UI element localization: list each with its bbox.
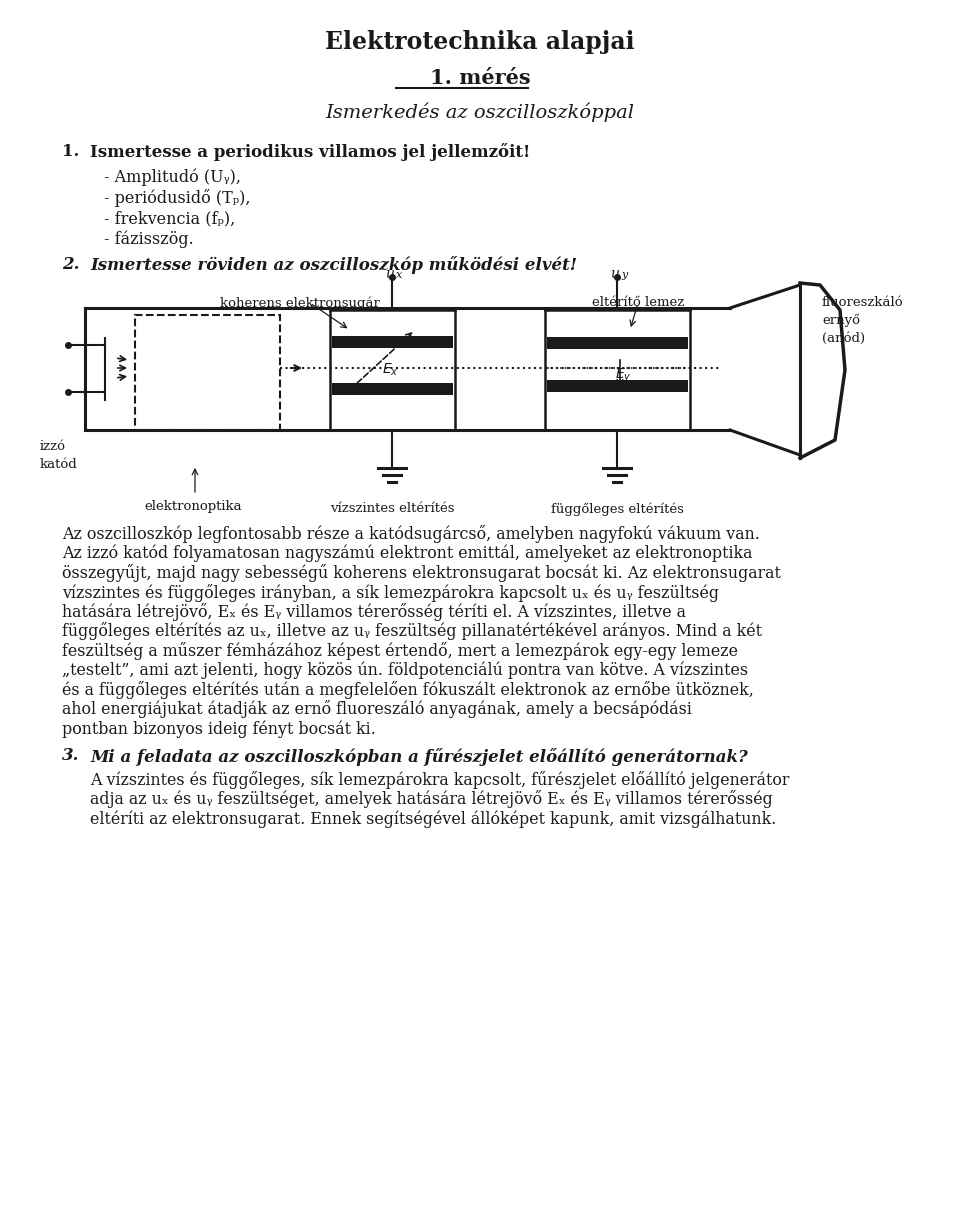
Text: és a függőleges eltérítés után a megfelelően fókuszált elektronok az ernőbe ütkö: és a függőleges eltérítés után a megfele…: [62, 681, 754, 699]
Text: függőleges eltérítés az uₓ, illetve az uᵧ feszültség pillanatértékével arányos. : függőleges eltérítés az uₓ, illetve az u…: [62, 623, 762, 640]
Text: eltéríti az elektronsugarat. Ennek segítségével állóképet kapunk, amit vizsgálha: eltéríti az elektronsugarat. Ennek segít…: [90, 810, 777, 828]
Text: Mi a feladata az oszcilloszkópban a fűrészjelet előállító generátornak?: Mi a feladata az oszcilloszkópban a fűré…: [90, 748, 748, 766]
Text: izzó: izzó: [40, 440, 66, 453]
Text: feszültség a műszer fémházához képest értendő, mert a lemezpárok egy-egy lemeze: feszültség a műszer fémházához képest ér…: [62, 642, 738, 661]
Text: (anód): (anód): [822, 332, 865, 345]
Text: Elektrotechnika alapjai: Elektrotechnika alapjai: [325, 30, 635, 55]
Text: hatására létrejövő, Eₓ és Eᵧ villamos térerősség téríti el. A vízszintes, illetv: hatására létrejövő, Eₓ és Eᵧ villamos té…: [62, 604, 686, 621]
Text: elektronoptika: elektronoptika: [144, 501, 242, 513]
Text: eltérítő lemez: eltérítő lemez: [592, 296, 684, 309]
Text: Ismertesse röviden az oszcilloszkóp működési elvét!: Ismertesse röviden az oszcilloszkóp műkö…: [90, 256, 577, 274]
Text: ernyő: ernyő: [822, 314, 860, 327]
Text: - frekvencia (fₚ),: - frekvencia (fₚ),: [104, 210, 235, 227]
Bar: [135, 315, 280, 430]
Text: függőleges eltérítés: függőleges eltérítés: [551, 502, 684, 515]
Bar: [332, 336, 453, 348]
Text: adja az uₓ és uᵧ feszültséget, amelyek hatására létrejövő Eₓ és Eᵧ villamos tére: adja az uₓ és uᵧ feszültséget, amelyek h…: [90, 790, 773, 808]
Text: A vízszintes és függőleges, sík lemezpárokra kapcsolt, fűrészjelet előállító jel: A vízszintes és függőleges, sík lemezpár…: [90, 771, 789, 789]
Text: u: u: [385, 267, 394, 281]
Text: - Amplitudó (Uᵧ),: - Amplitudó (Uᵧ),: [104, 168, 241, 185]
Text: Az izzó katód folyamatosan nagyszámú elektront emittál, amelyeket az elektronopt: Az izzó katód folyamatosan nagyszámú ele…: [62, 544, 753, 562]
Polygon shape: [547, 337, 688, 349]
Text: x: x: [396, 270, 402, 280]
Text: - periódusidő (Tₚ),: - periódusidő (Tₚ),: [104, 189, 251, 207]
Text: összegyűjt, majd nagy sebességű koherens elektronsugarat bocsát ki. Az elektrons: összegyűjt, majd nagy sebességű koherens…: [62, 564, 780, 582]
Text: $E_x$: $E_x$: [382, 362, 398, 378]
Text: - fázisszög.: - fázisszög.: [104, 231, 194, 248]
Text: u: u: [610, 267, 619, 281]
Polygon shape: [547, 381, 688, 391]
Text: vízszintes és függőleges irányban, a sík lemezpárokra kapcsolt uₓ és uᵧ feszülts: vízszintes és függőleges irányban, a sík…: [62, 583, 719, 601]
Text: fluoreszkáló: fluoreszkáló: [822, 296, 903, 309]
Text: $E_y$: $E_y$: [615, 367, 632, 385]
Text: Ismerkedés az oszcilloszkóppal: Ismerkedés az oszcilloszkóppal: [325, 103, 635, 122]
Text: „testelt”, ami azt jelenti, hogy közös ún. földpotenciálú pontra van kötve. A ví: „testelt”, ami azt jelenti, hogy közös ú…: [62, 662, 748, 679]
Text: katód: katód: [40, 458, 78, 471]
Text: vízszintes eltérítés: vízszintes eltérítés: [329, 502, 454, 515]
Bar: [332, 383, 453, 395]
Text: 2.: 2.: [62, 256, 80, 273]
Text: Ismertesse a periodikus villamos jel jellemzőit!: Ismertesse a periodikus villamos jel jel…: [90, 143, 530, 161]
Text: 1.: 1.: [62, 143, 80, 160]
Text: y: y: [621, 270, 627, 280]
Text: 3.: 3.: [62, 748, 80, 765]
Text: ahol energiájukat átadják az ernő fluoreszáló anyagának, amely a becsápódási: ahol energiájukat átadják az ernő fluore…: [62, 701, 692, 719]
Text: Az oszcilloszkóp legfontosabb része a katódsugárcső, amelyben nagyfokú vákuum va: Az oszcilloszkóp legfontosabb része a ka…: [62, 525, 760, 543]
Text: 1. mérés: 1. mérés: [430, 68, 530, 88]
Text: pontban bizonyos ideig fényt bocsát ki.: pontban bizonyos ideig fényt bocsát ki.: [62, 720, 375, 737]
Text: koherens elektronsugár: koherens elektronsugár: [220, 296, 380, 309]
